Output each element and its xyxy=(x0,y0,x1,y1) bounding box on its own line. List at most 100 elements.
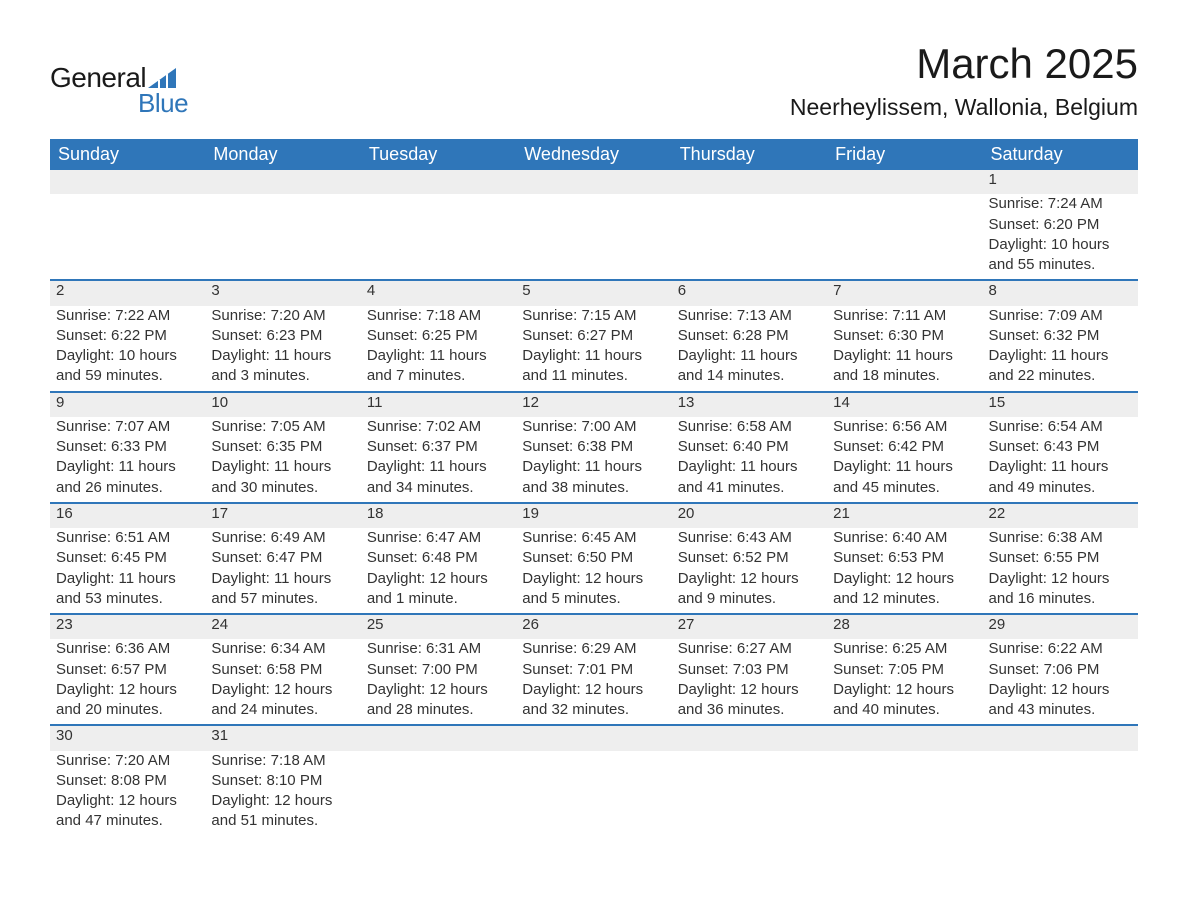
sunrise-line: Sunrise: 7:09 AM xyxy=(989,306,1132,326)
daylight-line: Daylight: 12 hours and 1 minute. xyxy=(367,569,510,610)
sunrise-line: Sunrise: 6:49 AM xyxy=(211,528,354,548)
brand-word-2: Blue xyxy=(138,88,188,119)
day-detail-cell: Sunrise: 6:58 AMSunset: 6:40 PMDaylight:… xyxy=(672,417,827,503)
col-saturday: Saturday xyxy=(983,139,1138,170)
day-number-cell: 5 xyxy=(516,280,671,305)
day-detail-cell: Sunrise: 7:02 AMSunset: 6:37 PMDaylight:… xyxy=(361,417,516,503)
daylight-line: Daylight: 12 hours and 16 minutes. xyxy=(989,569,1132,610)
sunrise-line: Sunrise: 6:45 AM xyxy=(522,528,665,548)
day-detail-cell: Sunrise: 6:47 AMSunset: 6:48 PMDaylight:… xyxy=(361,528,516,614)
day-number-cell: 7 xyxy=(827,280,982,305)
day-number-cell: 24 xyxy=(205,614,360,639)
daylight-line: Daylight: 11 hours and 30 minutes. xyxy=(211,457,354,498)
day-detail-cell xyxy=(827,194,982,280)
sunset-line: Sunset: 6:52 PM xyxy=(678,548,821,568)
brand-triangle-icon xyxy=(148,68,176,88)
day-detail-cell: Sunrise: 6:45 AMSunset: 6:50 PMDaylight:… xyxy=(516,528,671,614)
daylight-line: Daylight: 12 hours and 9 minutes. xyxy=(678,569,821,610)
daynum-row: 1 xyxy=(50,170,1138,194)
day-number-cell: 16 xyxy=(50,503,205,528)
sunset-line: Sunset: 7:00 PM xyxy=(367,660,510,680)
sunset-line: Sunset: 6:22 PM xyxy=(56,326,199,346)
daynum-row: 2345678 xyxy=(50,280,1138,305)
day-detail-cell: Sunrise: 6:27 AMSunset: 7:03 PMDaylight:… xyxy=(672,639,827,725)
day-detail-cell: Sunrise: 7:00 AMSunset: 6:38 PMDaylight:… xyxy=(516,417,671,503)
sunset-line: Sunset: 6:55 PM xyxy=(989,548,1132,568)
brand-logo: General Blue xyxy=(50,62,188,119)
day-detail-cell xyxy=(672,751,827,836)
day-number-cell xyxy=(516,170,671,194)
sunrise-line: Sunrise: 7:11 AM xyxy=(833,306,976,326)
day-detail-row: Sunrise: 6:51 AMSunset: 6:45 PMDaylight:… xyxy=(50,528,1138,614)
daylight-line: Daylight: 12 hours and 47 minutes. xyxy=(56,791,199,832)
daylight-line: Daylight: 11 hours and 3 minutes. xyxy=(211,346,354,387)
daylight-line: Daylight: 12 hours and 36 minutes. xyxy=(678,680,821,721)
sunrise-line: Sunrise: 6:54 AM xyxy=(989,417,1132,437)
day-detail-cell: Sunrise: 6:29 AMSunset: 7:01 PMDaylight:… xyxy=(516,639,671,725)
sunrise-line: Sunrise: 6:29 AM xyxy=(522,639,665,659)
sunset-line: Sunset: 6:45 PM xyxy=(56,548,199,568)
day-detail-cell: Sunrise: 7:20 AMSunset: 6:23 PMDaylight:… xyxy=(205,306,360,392)
daynum-row: 9101112131415 xyxy=(50,392,1138,417)
month-title: March 2025 xyxy=(790,40,1138,88)
sunrise-line: Sunrise: 6:27 AM xyxy=(678,639,821,659)
sunset-line: Sunset: 7:06 PM xyxy=(989,660,1132,680)
sunset-line: Sunset: 6:28 PM xyxy=(678,326,821,346)
sunset-line: Sunset: 6:35 PM xyxy=(211,437,354,457)
day-number-cell: 9 xyxy=(50,392,205,417)
sunrise-line: Sunrise: 6:31 AM xyxy=(367,639,510,659)
day-number-cell: 25 xyxy=(361,614,516,639)
sunset-line: Sunset: 6:50 PM xyxy=(522,548,665,568)
sunrise-line: Sunrise: 7:15 AM xyxy=(522,306,665,326)
day-detail-cell: Sunrise: 6:54 AMSunset: 6:43 PMDaylight:… xyxy=(983,417,1138,503)
day-detail-cell: Sunrise: 7:24 AMSunset: 6:20 PMDaylight:… xyxy=(983,194,1138,280)
daynum-row: 16171819202122 xyxy=(50,503,1138,528)
sunrise-line: Sunrise: 6:22 AM xyxy=(989,639,1132,659)
sunrise-line: Sunrise: 6:47 AM xyxy=(367,528,510,548)
day-number-cell: 2 xyxy=(50,280,205,305)
sunrise-line: Sunrise: 7:20 AM xyxy=(56,751,199,771)
sunrise-line: Sunrise: 7:20 AM xyxy=(211,306,354,326)
day-detail-cell xyxy=(672,194,827,280)
sunset-line: Sunset: 7:03 PM xyxy=(678,660,821,680)
daylight-line: Daylight: 11 hours and 38 minutes. xyxy=(522,457,665,498)
sunset-line: Sunset: 6:58 PM xyxy=(211,660,354,680)
day-detail-cell: Sunrise: 7:15 AMSunset: 6:27 PMDaylight:… xyxy=(516,306,671,392)
daylight-line: Daylight: 12 hours and 32 minutes. xyxy=(522,680,665,721)
day-number-cell xyxy=(827,170,982,194)
day-number-cell: 1 xyxy=(983,170,1138,194)
sunset-line: Sunset: 6:42 PM xyxy=(833,437,976,457)
sunset-line: Sunset: 6:53 PM xyxy=(833,548,976,568)
sunrise-line: Sunrise: 7:00 AM xyxy=(522,417,665,437)
day-number-cell: 17 xyxy=(205,503,360,528)
day-detail-row: Sunrise: 7:22 AMSunset: 6:22 PMDaylight:… xyxy=(50,306,1138,392)
sunset-line: Sunset: 6:38 PM xyxy=(522,437,665,457)
day-number-cell: 27 xyxy=(672,614,827,639)
day-number-cell: 29 xyxy=(983,614,1138,639)
sunrise-line: Sunrise: 6:56 AM xyxy=(833,417,976,437)
sunset-line: Sunset: 7:05 PM xyxy=(833,660,976,680)
day-detail-cell: Sunrise: 7:22 AMSunset: 6:22 PMDaylight:… xyxy=(50,306,205,392)
sunrise-line: Sunrise: 6:25 AM xyxy=(833,639,976,659)
col-tuesday: Tuesday xyxy=(361,139,516,170)
day-detail-cell: Sunrise: 6:49 AMSunset: 6:47 PMDaylight:… xyxy=(205,528,360,614)
day-detail-cell: Sunrise: 7:09 AMSunset: 6:32 PMDaylight:… xyxy=(983,306,1138,392)
day-detail-cell xyxy=(516,194,671,280)
daylight-line: Daylight: 11 hours and 53 minutes. xyxy=(56,569,199,610)
sunset-line: Sunset: 7:01 PM xyxy=(522,660,665,680)
sunrise-line: Sunrise: 6:43 AM xyxy=(678,528,821,548)
sunset-line: Sunset: 6:25 PM xyxy=(367,326,510,346)
daylight-line: Daylight: 11 hours and 18 minutes. xyxy=(833,346,976,387)
sunrise-line: Sunrise: 6:34 AM xyxy=(211,639,354,659)
day-number-cell xyxy=(361,725,516,750)
day-detail-cell: Sunrise: 7:11 AMSunset: 6:30 PMDaylight:… xyxy=(827,306,982,392)
sunrise-line: Sunrise: 7:13 AM xyxy=(678,306,821,326)
sunset-line: Sunset: 8:08 PM xyxy=(56,771,199,791)
daylight-line: Daylight: 11 hours and 22 minutes. xyxy=(989,346,1132,387)
daylight-line: Daylight: 11 hours and 7 minutes. xyxy=(367,346,510,387)
sunset-line: Sunset: 6:40 PM xyxy=(678,437,821,457)
daylight-line: Daylight: 12 hours and 43 minutes. xyxy=(989,680,1132,721)
sunset-line: Sunset: 6:33 PM xyxy=(56,437,199,457)
sunrise-line: Sunrise: 6:51 AM xyxy=(56,528,199,548)
day-detail-cell: Sunrise: 6:22 AMSunset: 7:06 PMDaylight:… xyxy=(983,639,1138,725)
